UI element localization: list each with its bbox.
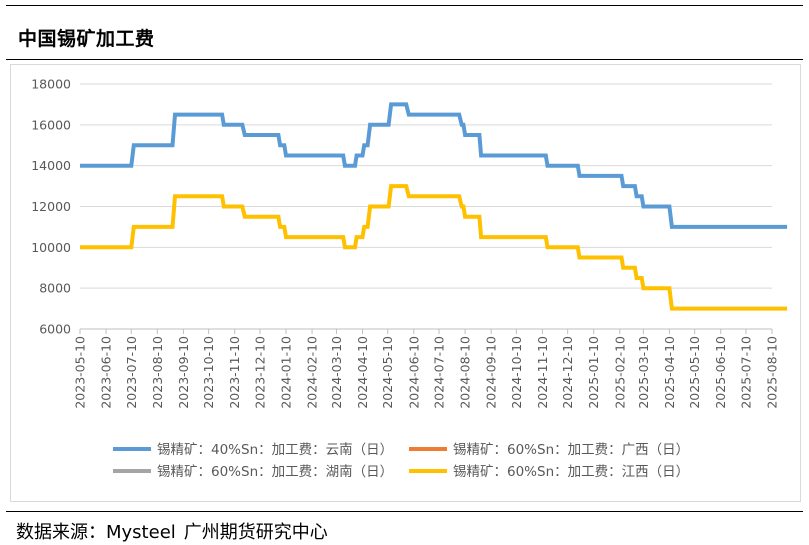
series-line-jiangxi: [80, 184, 788, 311]
x-tick-label: 2023-11-10: [227, 336, 242, 409]
legend-label-guangxi: 锡精矿：60%Sn：加工费：广西（日）: [453, 442, 689, 458]
y-tick-label: 16000: [31, 117, 71, 132]
header-rule: [6, 59, 803, 60]
x-tick-label: 2023-06-10: [99, 336, 114, 409]
x-tick-label: 2024-01-10: [279, 336, 294, 409]
footer-rule: [6, 511, 803, 512]
x-tick-label: 2024-10-10: [509, 336, 524, 409]
x-tick-label: 2023-08-10: [150, 336, 165, 409]
x-tick-label: 2023-12-10: [252, 336, 267, 409]
x-axis: 2023-05-10 2023-06-10 2023-07-10 2023-08-10…: [73, 329, 780, 409]
x-tick-label: 2025-05-10: [687, 336, 702, 409]
source-org: 广州期货研究中心: [183, 522, 328, 543]
x-tick-label: 2024-02-10: [305, 336, 320, 409]
y-tick-label: 8000: [39, 281, 71, 296]
legend-label-yunnan: 锡精矿：40%Sn：加工费：云南（日）: [157, 442, 393, 458]
y-axis: 6000 8000 10000 12000 14000 16000 18000: [31, 77, 71, 337]
x-tick-label: 2024-08-10: [458, 336, 473, 409]
x-tick-label: 2023-09-10: [176, 336, 191, 409]
chart-frame: [10, 64, 801, 502]
x-tick-label: 2025-02-10: [612, 336, 627, 409]
x-tick-label: 2024-07-10: [432, 336, 447, 409]
top-rule: [6, 5, 803, 6]
y-tick-label: 6000: [39, 322, 71, 337]
x-tick-label: 2025-03-10: [636, 336, 651, 409]
y-tick-label: 10000: [31, 240, 71, 255]
x-tick-label: 2025-07-10: [738, 336, 753, 409]
y-tick-label: 12000: [31, 199, 71, 214]
x-tick-label: 2024-04-10: [355, 336, 370, 409]
page-title: 中国锡矿加工费: [18, 28, 155, 50]
x-tick-label: 2025-06-10: [713, 336, 728, 409]
x-tick-label: 2024-09-10: [484, 336, 499, 409]
x-tick-label: 2025-01-10: [586, 336, 601, 409]
x-tick-label: 2023-07-10: [124, 336, 139, 409]
y-tick-label: 18000: [31, 77, 71, 92]
legend: 锡精矿：40%Sn：加工费：云南（日） 锡精矿：60%Sn：加工费：广西（日） 锡精…: [113, 442, 689, 480]
x-tick-label: 2024-03-10: [329, 336, 344, 409]
x-tick-label: 2024-11-10: [535, 336, 550, 409]
y-tick-label: 14000: [31, 158, 71, 173]
x-tick-label: 2023-05-10: [73, 336, 88, 409]
x-tick-label: 2025-08-10: [765, 336, 780, 409]
x-tick-label: 2023-10-10: [201, 336, 216, 409]
source-label: 数据来源：Mysteel: [16, 522, 176, 543]
series-line-yunnan: [80, 102, 788, 229]
x-tick-label: 2025-04-10: [662, 336, 677, 409]
legend-label-jiangxi: 锡精矿：60%Sn：加工费：江西（日）: [453, 464, 689, 480]
x-tick-label: 2024-05-10: [380, 336, 395, 409]
source-note: 数据来源：Mysteel 广州期货研究中心: [16, 518, 336, 544]
series-lines: [80, 102, 788, 311]
x-tick-label: 2024-12-10: [560, 336, 575, 409]
x-tick-label: 2024-06-10: [406, 336, 421, 409]
legend-label-hunan: 锡精矿：60%Sn：加工费：湖南（日）: [157, 464, 393, 480]
